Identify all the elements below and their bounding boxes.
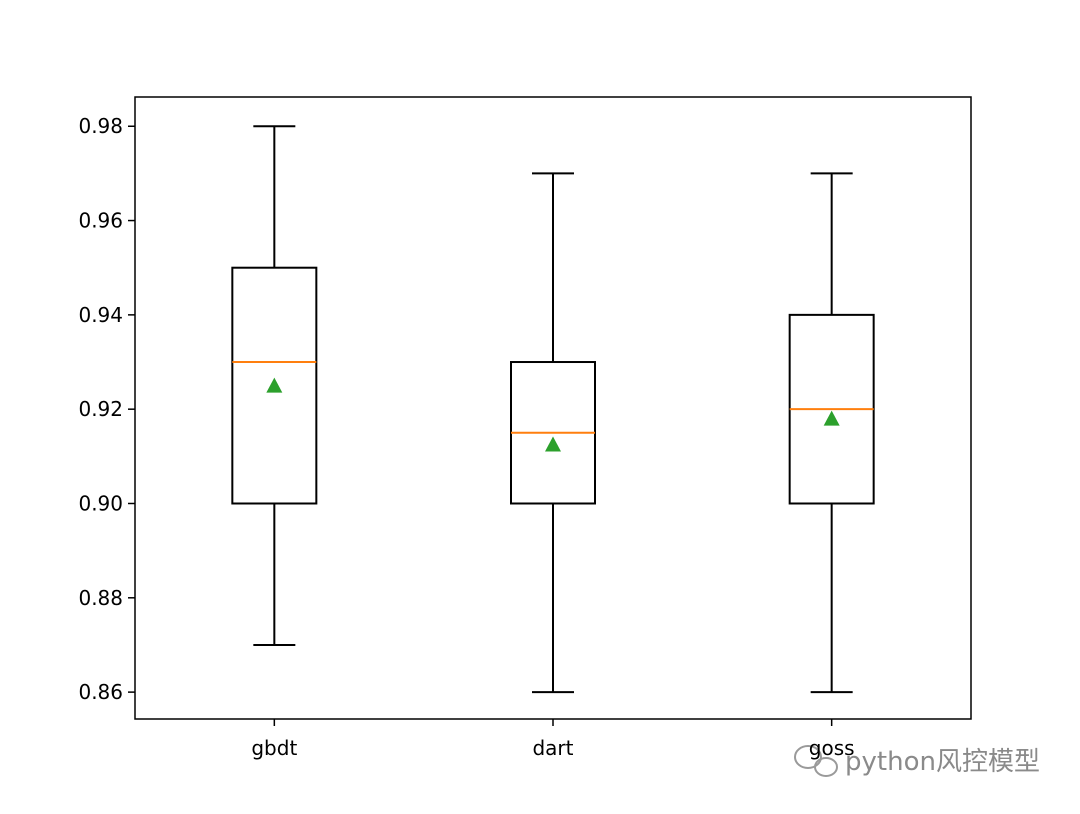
plot-frame bbox=[134, 96, 972, 720]
y-tick-label: 0.88 bbox=[78, 586, 123, 610]
mean-marker bbox=[823, 410, 840, 426]
mean-marker bbox=[545, 436, 561, 452]
x-tick-label: gbdt bbox=[251, 736, 297, 760]
watermark: python风控模型 bbox=[845, 747, 1040, 777]
y-tick-label: 0.96 bbox=[78, 209, 123, 233]
y-tick-label: 0.92 bbox=[78, 397, 123, 421]
watermark-icon bbox=[794, 745, 838, 777]
y-tick-label: 0.90 bbox=[78, 491, 123, 515]
y-tick-label: 0.98 bbox=[78, 114, 123, 138]
mean-marker bbox=[266, 377, 283, 393]
y-tick-label: 0.94 bbox=[78, 303, 123, 327]
box bbox=[231, 266, 318, 505]
x-tick-label: dart bbox=[532, 736, 573, 760]
y-tick-label: 0.86 bbox=[78, 680, 123, 704]
x-tick-label: goss bbox=[809, 736, 855, 760]
